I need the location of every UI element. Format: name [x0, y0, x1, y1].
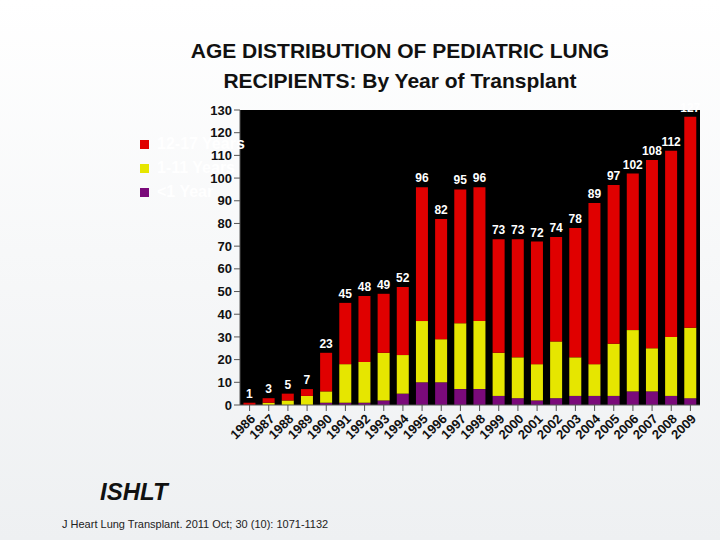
svg-text:130: 130 — [210, 103, 232, 118]
svg-text:1: 1 — [246, 387, 253, 401]
svg-text:52: 52 — [396, 271, 410, 285]
svg-text:80: 80 — [218, 216, 232, 231]
svg-text:96: 96 — [473, 171, 487, 185]
svg-text:40: 40 — [218, 307, 232, 322]
svg-text:10: 10 — [218, 375, 232, 390]
svg-text:23: 23 — [319, 337, 333, 351]
svg-text:82: 82 — [434, 203, 448, 217]
svg-text:95: 95 — [454, 173, 468, 187]
svg-text:127: 127 — [680, 101, 700, 115]
svg-text:100: 100 — [210, 171, 232, 186]
svg-text:90: 90 — [218, 193, 232, 208]
svg-text:3: 3 — [265, 382, 272, 396]
svg-text:73: 73 — [492, 223, 506, 237]
svg-text:60: 60 — [218, 261, 232, 276]
svg-text:50: 50 — [218, 284, 232, 299]
svg-text:74: 74 — [549, 221, 563, 235]
svg-text:120: 120 — [210, 125, 232, 140]
svg-text:73: 73 — [511, 223, 525, 237]
svg-text:5: 5 — [284, 378, 291, 392]
svg-text:108: 108 — [642, 144, 662, 158]
svg-text:49: 49 — [377, 278, 391, 292]
svg-text:110: 110 — [211, 148, 232, 163]
svg-text:89: 89 — [588, 187, 602, 201]
svg-text:30: 30 — [218, 330, 232, 345]
svg-text:0: 0 — [225, 398, 232, 413]
svg-text:102: 102 — [623, 158, 643, 172]
svg-text:96: 96 — [415, 171, 429, 185]
svg-text:7: 7 — [304, 373, 311, 387]
svg-text:2009: 2009 — [668, 411, 699, 442]
svg-text:72: 72 — [530, 226, 544, 240]
svg-text:97: 97 — [607, 169, 621, 183]
svg-text:112: 112 — [661, 135, 681, 149]
svg-text:48: 48 — [358, 280, 372, 294]
svg-text:20: 20 — [218, 352, 232, 367]
svg-text:78: 78 — [569, 212, 583, 226]
svg-text:70: 70 — [218, 239, 232, 254]
svg-text:45: 45 — [339, 287, 353, 301]
